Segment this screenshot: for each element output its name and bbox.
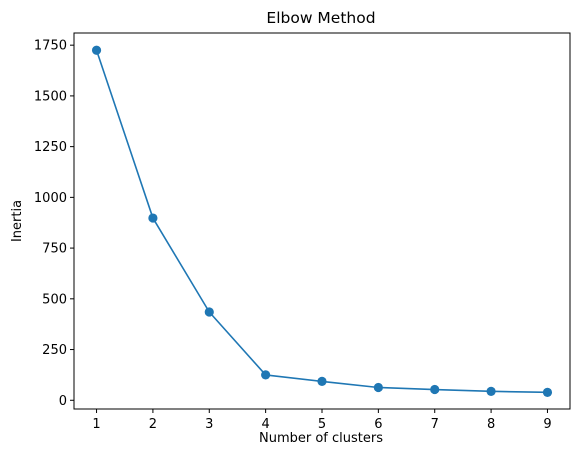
plot-area-frame: [73, 32, 571, 410]
y-tick-label: 1000: [34, 191, 67, 206]
y-axis-label: Inertia: [10, 200, 25, 242]
data-point: [148, 213, 158, 223]
x-tick-label: 5: [318, 417, 326, 432]
y-axis-ticks: 0 250 500 750 1000 1250 1500 1750: [34, 39, 74, 409]
y-tick-label: 500: [42, 292, 67, 307]
data-point: [542, 387, 553, 397]
y-tick-label: 1500: [34, 89, 67, 104]
y-tick-label: 250: [42, 343, 67, 358]
series-layer: [91, 45, 553, 397]
y-tick-label: 1250: [34, 140, 67, 155]
data-point: [317, 376, 327, 387]
data-point: [430, 384, 440, 395]
data-point: [204, 307, 214, 317]
x-axis-label: Number of clusters: [259, 431, 383, 446]
x-axis-ticks: 1 2 3 4 5 6 7 8 9: [92, 409, 552, 432]
series-line: [95, 49, 548, 394]
x-tick-label: 4: [261, 417, 269, 432]
x-tick-label: 2: [149, 417, 157, 432]
x-tick-label: 3: [205, 417, 213, 432]
x-tick-label: 7: [431, 417, 439, 432]
x-tick-label: 9: [543, 417, 551, 432]
y-tick-label: 0: [59, 394, 67, 409]
data-point: [486, 386, 496, 396]
data-point: [373, 382, 383, 393]
y-tick-label: 750: [42, 242, 67, 257]
x-tick-label: 1: [92, 417, 100, 432]
data-point: [91, 45, 102, 55]
y-tick-label: 1750: [34, 39, 67, 54]
chart-title: Elbow Method: [266, 9, 375, 27]
x-tick-label: 6: [374, 417, 382, 432]
data-point: [261, 370, 271, 380]
x-tick-label: 8: [487, 417, 495, 432]
